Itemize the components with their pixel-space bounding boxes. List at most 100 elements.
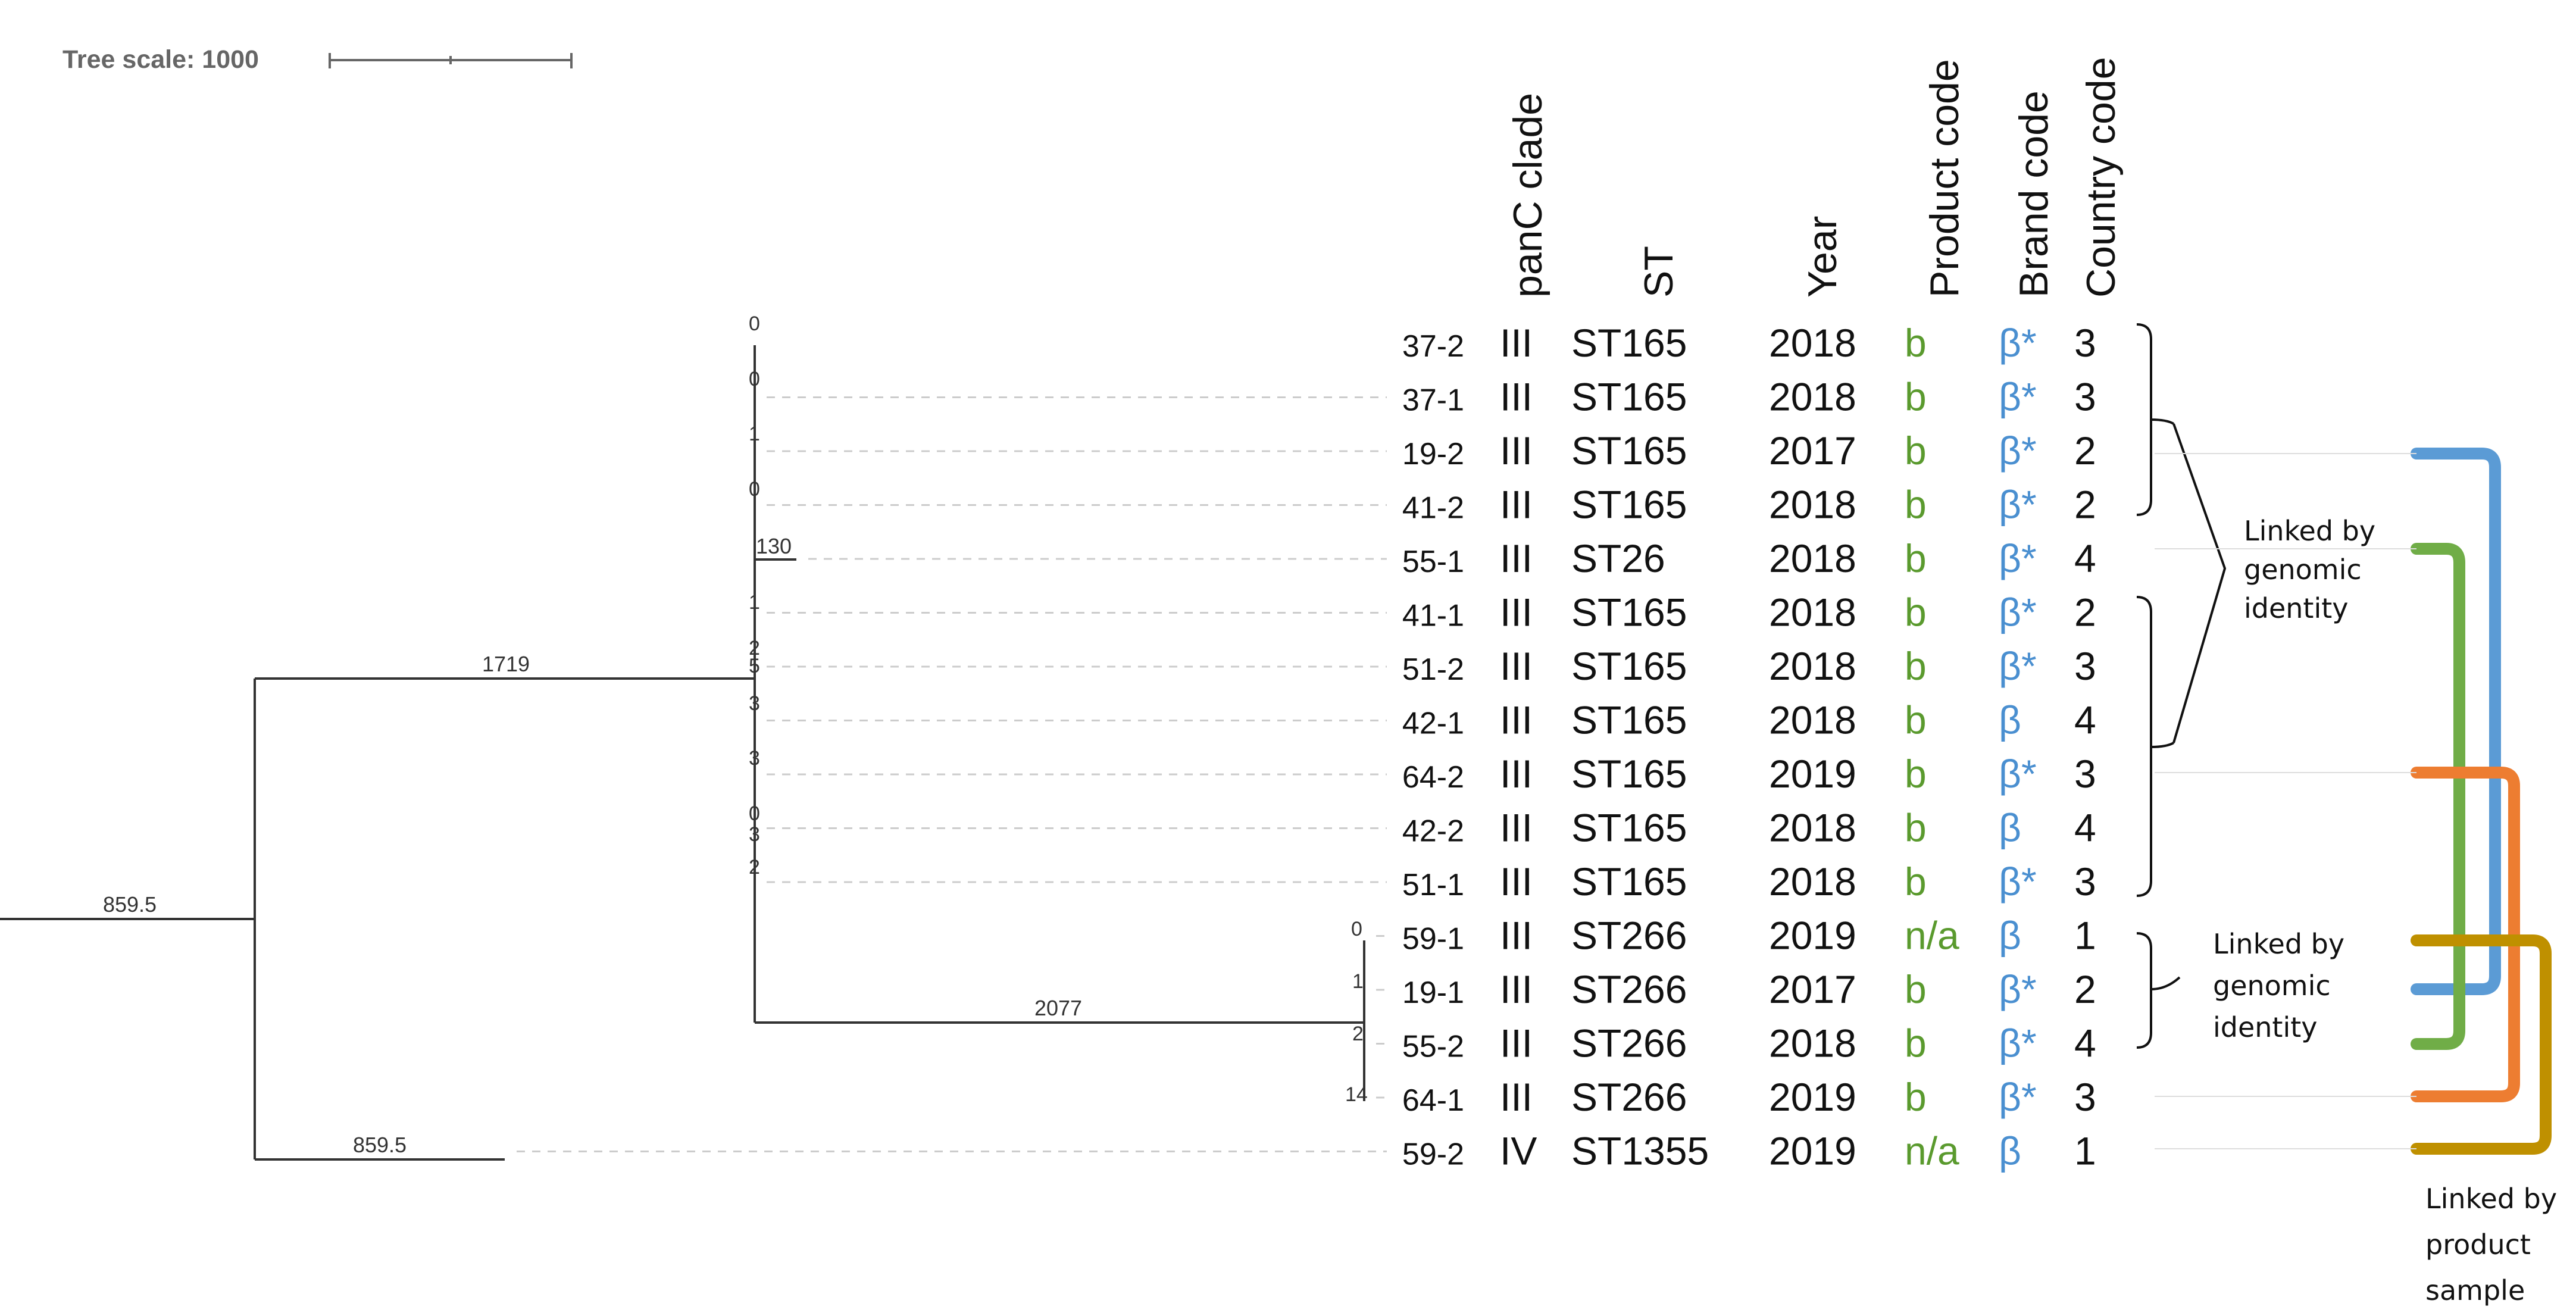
data-table: 37-2 III ST165 2018 b β* 337-1 III ST165 2018 b β* 3… bbox=[1402, 321, 2096, 1173]
cell-product-code: b bbox=[1905, 1021, 1927, 1065]
cell-panc-clade: III bbox=[1500, 483, 1533, 527]
table-row: 19-1 III ST266 2017 b β* 2 bbox=[1402, 967, 2096, 1011]
cell-panc-clade: III bbox=[1500, 752, 1533, 796]
cell-product-code: b bbox=[1905, 806, 1927, 850]
cell-country-code: 2 bbox=[2074, 590, 2096, 634]
cell-brand-code: β* bbox=[1999, 859, 2037, 904]
header-brand-code: Brand code bbox=[2011, 90, 2056, 298]
bracket-group-top bbox=[2136, 323, 2152, 516]
cell-year: 2018 bbox=[1769, 698, 1856, 742]
cell-year: 2018 bbox=[1769, 483, 1856, 527]
table-row: 37-2 III ST165 2018 b β* 3 bbox=[1402, 321, 2096, 365]
cell-brand-code: β bbox=[1999, 914, 2021, 958]
cell-panc-clade: III bbox=[1500, 1075, 1533, 1119]
node-label: 1 bbox=[749, 423, 760, 445]
annotation-genomic-upper: Linked by genomic identity bbox=[2244, 515, 2375, 624]
cell-year: 2018 bbox=[1769, 859, 1856, 904]
cell-st: ST165 bbox=[1571, 590, 1687, 634]
cell-st: ST165 bbox=[1571, 806, 1687, 850]
cell-brand-code: β bbox=[1999, 806, 2021, 850]
table-row: 55-2 III ST266 2018 b β* 4 bbox=[1402, 1021, 2096, 1065]
cell-country-code: 1 bbox=[2074, 1129, 2096, 1173]
cell-panc-clade: III bbox=[1500, 644, 1533, 688]
cell-product-code: b bbox=[1905, 1075, 1927, 1119]
cell-product-code: b bbox=[1905, 429, 1927, 473]
cell-brand-code: β* bbox=[1999, 375, 2037, 419]
cell-panc-clade: III bbox=[1500, 859, 1533, 904]
cell-brand-code: β* bbox=[1999, 321, 2037, 365]
annotation-line: identity bbox=[2213, 1011, 2318, 1043]
cell-year: 2019 bbox=[1769, 914, 1856, 958]
node-label: 2 bbox=[749, 856, 760, 879]
node-label: 3 bbox=[749, 823, 760, 846]
cell-year: 2018 bbox=[1769, 590, 1856, 634]
cell-product-code: b bbox=[1905, 644, 1927, 688]
cell-year: 2018 bbox=[1769, 536, 1856, 580]
cell-st: ST165 bbox=[1571, 375, 1687, 419]
table-row: 41-1 III ST165 2018 b β* 2 bbox=[1402, 590, 2096, 634]
cell-isolate-id: 37-1 bbox=[1402, 383, 1464, 418]
table-row: 19-2 III ST165 2017 b β* 2 bbox=[1402, 429, 2096, 473]
branch-label-outgroup: 859.5 bbox=[353, 1133, 407, 1157]
annotation-line: identity bbox=[2244, 592, 2349, 624]
branch-label-root: 859.5 bbox=[103, 892, 157, 917]
node-label: 3 bbox=[749, 692, 760, 715]
bracket-group-middle bbox=[2136, 596, 2152, 897]
node-label: 0 bbox=[749, 478, 760, 501]
node-label: 1 bbox=[1352, 970, 1364, 993]
table-row: 64-1 III ST266 2019 b β* 3 bbox=[1402, 1075, 2096, 1119]
cell-product-code: n/a bbox=[1905, 914, 1959, 958]
cell-brand-code: β* bbox=[1999, 1075, 2037, 1119]
table-row: 51-1 III ST165 2018 b β* 3 bbox=[1402, 859, 2096, 904]
link-green bbox=[2411, 543, 2465, 1050]
cell-st: ST165 bbox=[1571, 644, 1687, 688]
node-label: 14 bbox=[1345, 1083, 1368, 1106]
cell-isolate-id: 42-1 bbox=[1402, 707, 1464, 741]
cell-year: 2017 bbox=[1769, 967, 1856, 1011]
cell-country-code: 4 bbox=[2074, 536, 2096, 580]
branch-label-st26-leaf: 130 bbox=[756, 534, 792, 558]
cell-isolate-id: 42-2 bbox=[1402, 814, 1464, 849]
branch-label-st266-clade: 2077 bbox=[1034, 996, 1082, 1020]
cell-st: ST165 bbox=[1571, 321, 1687, 365]
link-guides bbox=[2155, 453, 2416, 1149]
cell-isolate-id: 64-2 bbox=[1402, 760, 1464, 795]
annotation-line: genomic bbox=[2244, 554, 2362, 586]
cell-product-code: b bbox=[1905, 483, 1927, 527]
cell-country-code: 3 bbox=[2074, 1075, 2096, 1119]
cell-brand-code: β* bbox=[1999, 536, 2037, 580]
table-row: 51-2 III ST165 2018 b β* 3 bbox=[1402, 644, 2096, 688]
table-row: 64-2 III ST165 2019 b β* 3 bbox=[1402, 752, 2096, 796]
node-label: 0 bbox=[749, 802, 760, 825]
cell-isolate-id: 41-1 bbox=[1402, 599, 1464, 633]
cell-st: ST26 bbox=[1571, 536, 1665, 580]
cell-st: ST165 bbox=[1571, 483, 1687, 527]
annotation-line: Linked by bbox=[2213, 928, 2344, 960]
product-sample-links bbox=[2411, 448, 2552, 1155]
table-row: 55-1 III ST26 2018 b β* 4 bbox=[1402, 536, 2096, 580]
cell-isolate-id: 51-1 bbox=[1402, 868, 1464, 902]
cell-brand-code: β* bbox=[1999, 483, 2037, 527]
cell-product-code: n/a bbox=[1905, 1129, 1959, 1173]
annotation-genomic-lower: Linked by genomic identity bbox=[2213, 928, 2344, 1043]
node-label: 3 bbox=[749, 747, 760, 770]
cell-isolate-id: 37-2 bbox=[1402, 329, 1464, 364]
cell-panc-clade: IV bbox=[1500, 1129, 1537, 1173]
cell-st: ST165 bbox=[1571, 752, 1687, 796]
cell-isolate-id: 55-2 bbox=[1402, 1030, 1464, 1064]
cell-isolate-id: 51-2 bbox=[1402, 652, 1464, 687]
bracket-group-bottom bbox=[2136, 932, 2152, 1049]
cell-year: 2018 bbox=[1769, 375, 1856, 419]
cell-isolate-id: 41-2 bbox=[1402, 491, 1464, 526]
cell-isolate-id: 55-1 bbox=[1402, 545, 1464, 579]
cell-brand-code: β* bbox=[1999, 967, 2037, 1011]
cell-st: ST266 bbox=[1571, 914, 1687, 958]
cell-panc-clade: III bbox=[1500, 375, 1533, 419]
cell-country-code: 1 bbox=[2074, 914, 2096, 958]
node-label: 0 bbox=[749, 312, 760, 335]
cell-st: ST165 bbox=[1571, 429, 1687, 473]
cell-country-code: 3 bbox=[2074, 375, 2096, 419]
cell-panc-clade: III bbox=[1500, 914, 1533, 958]
table-row: 59-1 III ST266 2019 n/a β 1 bbox=[1402, 914, 2096, 958]
